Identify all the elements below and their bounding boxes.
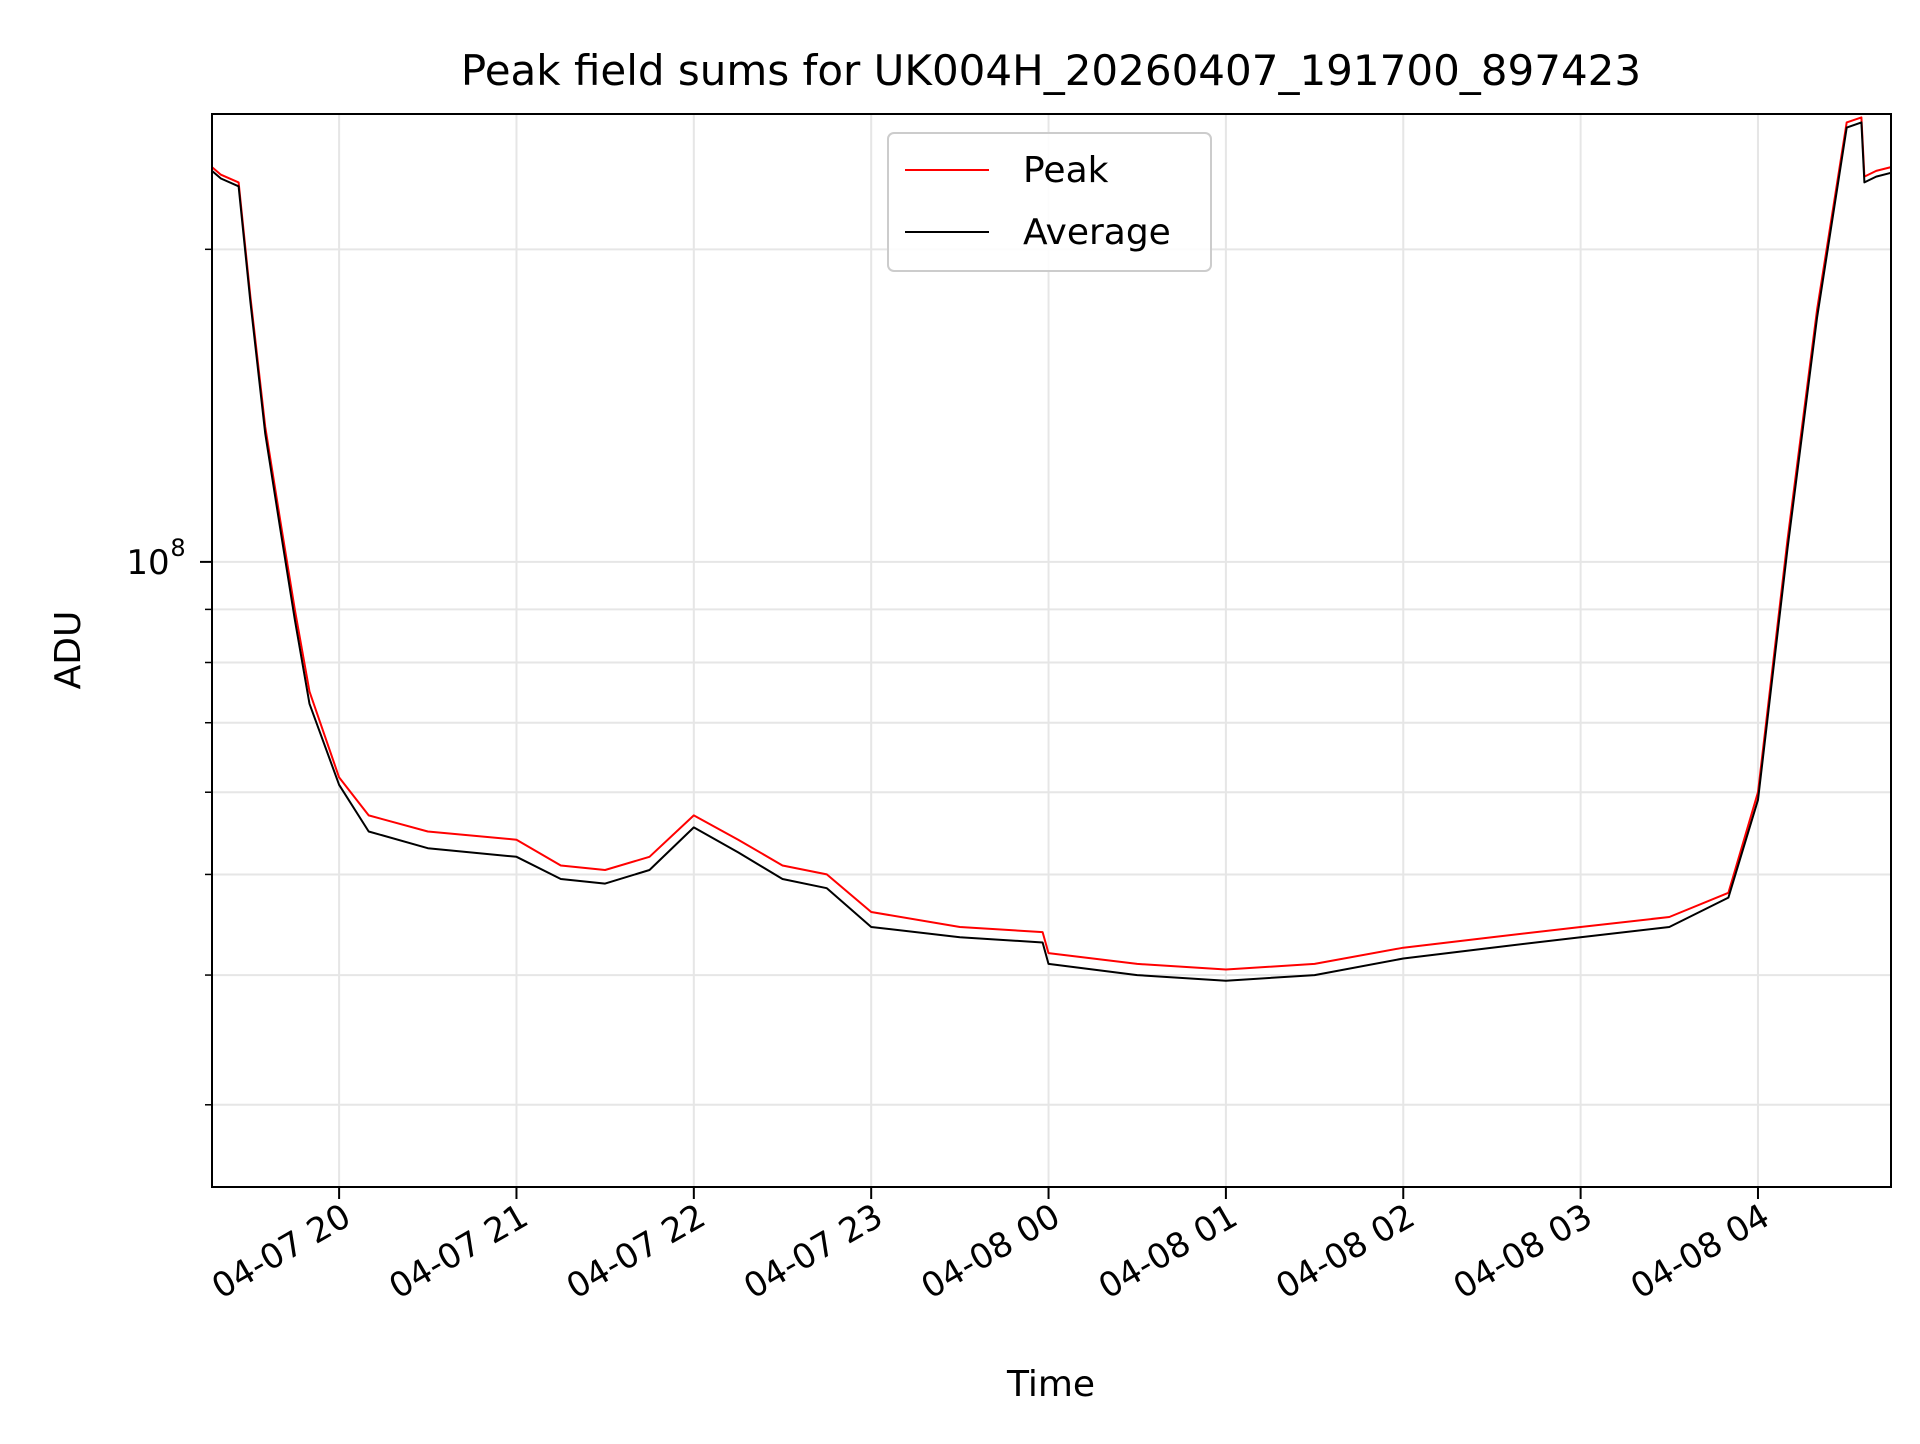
legend-box xyxy=(887,132,1212,272)
legend: Peak Average xyxy=(887,132,1212,272)
y-tick-label-base: 10 xyxy=(126,543,169,583)
legend-peak-label: Peak xyxy=(1023,150,1109,191)
series-line-average xyxy=(211,121,1892,982)
chart-title: Peak field sums for UK004H_20260407_1917… xyxy=(461,46,1641,95)
x-axis-label: Time xyxy=(1006,1364,1095,1405)
series-layer xyxy=(211,116,1892,982)
y-tick-label-exponent: 8 xyxy=(170,534,185,562)
plot-frame xyxy=(211,113,1892,1188)
grid-layer xyxy=(212,114,1891,1187)
y-axis-label: ADU xyxy=(48,611,89,690)
legend-average-label: Average xyxy=(1023,212,1171,253)
